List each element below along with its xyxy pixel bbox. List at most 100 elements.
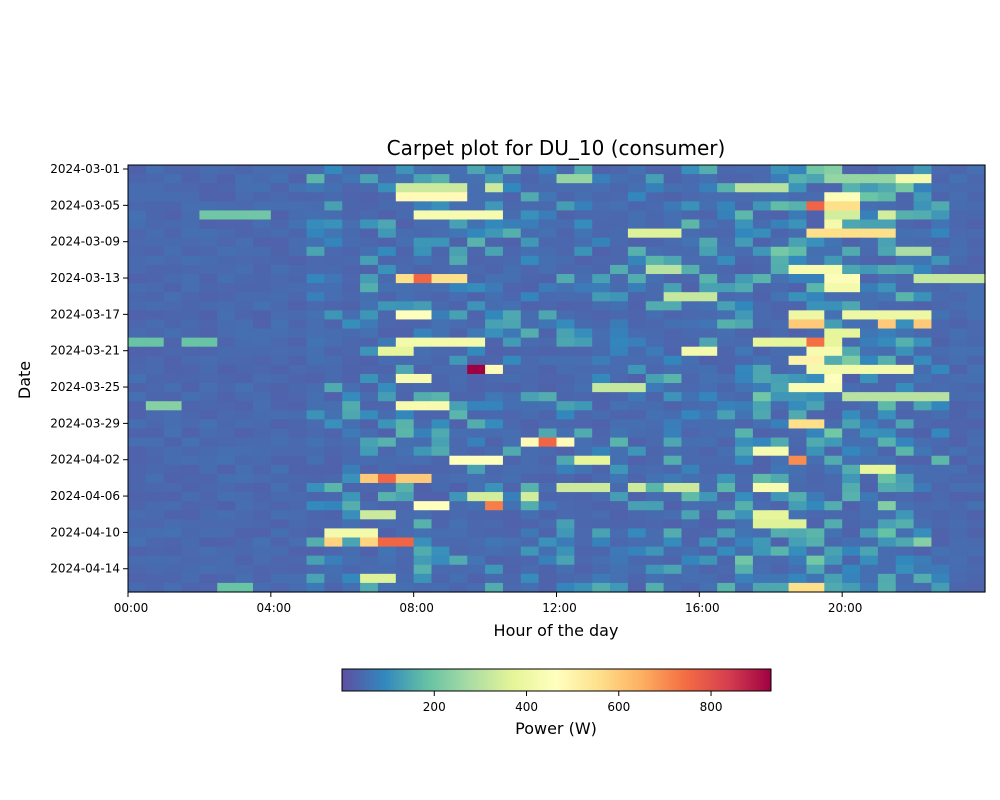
heatmap-cell bbox=[235, 292, 254, 302]
heatmap-cell bbox=[538, 437, 558, 448]
heatmap-cell bbox=[788, 228, 808, 239]
heatmap-cell bbox=[681, 455, 700, 466]
heatmap-cell bbox=[145, 165, 165, 175]
heatmap-cell bbox=[467, 319, 486, 330]
heatmap-cell bbox=[163, 165, 183, 175]
heatmap-cell bbox=[288, 346, 308, 357]
heatmap-cell bbox=[145, 292, 165, 302]
heatmap-cell bbox=[717, 264, 736, 275]
heatmap-cell bbox=[735, 210, 754, 221]
heatmap-cell bbox=[145, 492, 165, 502]
heatmap-cell bbox=[895, 219, 915, 230]
heatmap-cell bbox=[431, 401, 450, 411]
heatmap-cell bbox=[431, 337, 450, 348]
heatmap-cell bbox=[324, 174, 343, 184]
heatmap-cell bbox=[342, 237, 361, 248]
heatmap-cell bbox=[270, 455, 290, 466]
heatmap-cell bbox=[877, 564, 897, 575]
heatmap-cell bbox=[467, 219, 486, 230]
heatmap-cell bbox=[610, 301, 629, 311]
heatmap-cell bbox=[502, 283, 522, 293]
heatmap-cell bbox=[217, 419, 236, 430]
heatmap-cell bbox=[967, 473, 986, 484]
heatmap-cell bbox=[467, 364, 486, 375]
heatmap-cell bbox=[360, 564, 379, 575]
heatmap-cell bbox=[610, 283, 629, 293]
heatmap-cell bbox=[913, 373, 933, 384]
heatmap-cell bbox=[252, 410, 272, 420]
heatmap-cell bbox=[913, 537, 933, 548]
heatmap-cell bbox=[538, 501, 558, 511]
heatmap-cell bbox=[217, 464, 236, 475]
heatmap-cell bbox=[967, 328, 986, 339]
heatmap-cell bbox=[913, 165, 933, 175]
heatmap-cell bbox=[663, 564, 683, 575]
heatmap-cell bbox=[752, 310, 772, 321]
heatmap-cell bbox=[199, 455, 218, 466]
heatmap-cell bbox=[395, 337, 415, 348]
heatmap-cell bbox=[949, 419, 968, 430]
heatmap-cell bbox=[520, 219, 540, 230]
heatmap-cell bbox=[181, 519, 201, 530]
heatmap-cell bbox=[842, 165, 861, 175]
heatmap-cell bbox=[717, 482, 736, 493]
heatmap-cell bbox=[199, 419, 218, 430]
heatmap-cell bbox=[377, 319, 397, 330]
heatmap-cell bbox=[467, 346, 486, 357]
heatmap-cell bbox=[735, 428, 754, 439]
heatmap-cell bbox=[717, 419, 736, 430]
heatmap-cell bbox=[306, 392, 325, 402]
heatmap-cell bbox=[431, 519, 450, 530]
heatmap-cell bbox=[217, 328, 236, 339]
heatmap-cell bbox=[752, 292, 772, 302]
heatmap-cell bbox=[681, 546, 700, 557]
heatmap-cell bbox=[967, 346, 986, 357]
heatmap-cell bbox=[681, 582, 700, 593]
heatmap-cell bbox=[949, 337, 968, 348]
heatmap-cell bbox=[377, 419, 397, 430]
heatmap-cell bbox=[806, 428, 825, 439]
heatmap-cell bbox=[431, 319, 450, 330]
heatmap-cell bbox=[913, 301, 933, 311]
heatmap-cell bbox=[699, 383, 718, 393]
heatmap-cell bbox=[592, 519, 611, 530]
heatmap-cell bbox=[842, 519, 861, 530]
heatmap-cell bbox=[860, 274, 879, 284]
heatmap-cell bbox=[717, 255, 736, 266]
heatmap-cell bbox=[788, 364, 808, 375]
heatmap-cell bbox=[252, 392, 272, 402]
heatmap-cell bbox=[324, 328, 343, 339]
heatmap-cell bbox=[449, 246, 468, 257]
heatmap-cell bbox=[663, 165, 683, 175]
heatmap-cell bbox=[502, 392, 522, 402]
heatmap-cell bbox=[217, 528, 236, 539]
heatmap-cell bbox=[395, 464, 415, 475]
heatmap-cell bbox=[681, 537, 700, 548]
heatmap-cell bbox=[199, 555, 218, 566]
heatmap-cell bbox=[592, 473, 611, 484]
heatmap-cell bbox=[735, 355, 754, 366]
heatmap-cell bbox=[913, 473, 933, 484]
heatmap-cell bbox=[610, 183, 629, 193]
heatmap-cell bbox=[735, 410, 754, 420]
heatmap-cell bbox=[967, 364, 986, 375]
heatmap-cell bbox=[752, 428, 772, 439]
heatmap-cell bbox=[949, 219, 968, 230]
heatmap-cell bbox=[699, 228, 718, 239]
heatmap-cell bbox=[627, 364, 647, 375]
heatmap-cell bbox=[824, 201, 843, 212]
heatmap-cell bbox=[877, 283, 897, 293]
heatmap-cell bbox=[895, 192, 915, 202]
heatmap-cell bbox=[645, 310, 665, 321]
heatmap-cell bbox=[449, 264, 468, 275]
heatmap-cell bbox=[824, 492, 843, 502]
heatmap-cell bbox=[860, 473, 879, 484]
heatmap-cell bbox=[824, 473, 843, 484]
heatmap-cell bbox=[520, 319, 540, 330]
heatmap-cell bbox=[645, 383, 665, 393]
heatmap-cell bbox=[235, 283, 254, 293]
heatmap-cell bbox=[788, 183, 808, 193]
heatmap-cell bbox=[199, 519, 218, 530]
heatmap-cell bbox=[967, 183, 986, 193]
heatmap-cell bbox=[342, 492, 361, 502]
